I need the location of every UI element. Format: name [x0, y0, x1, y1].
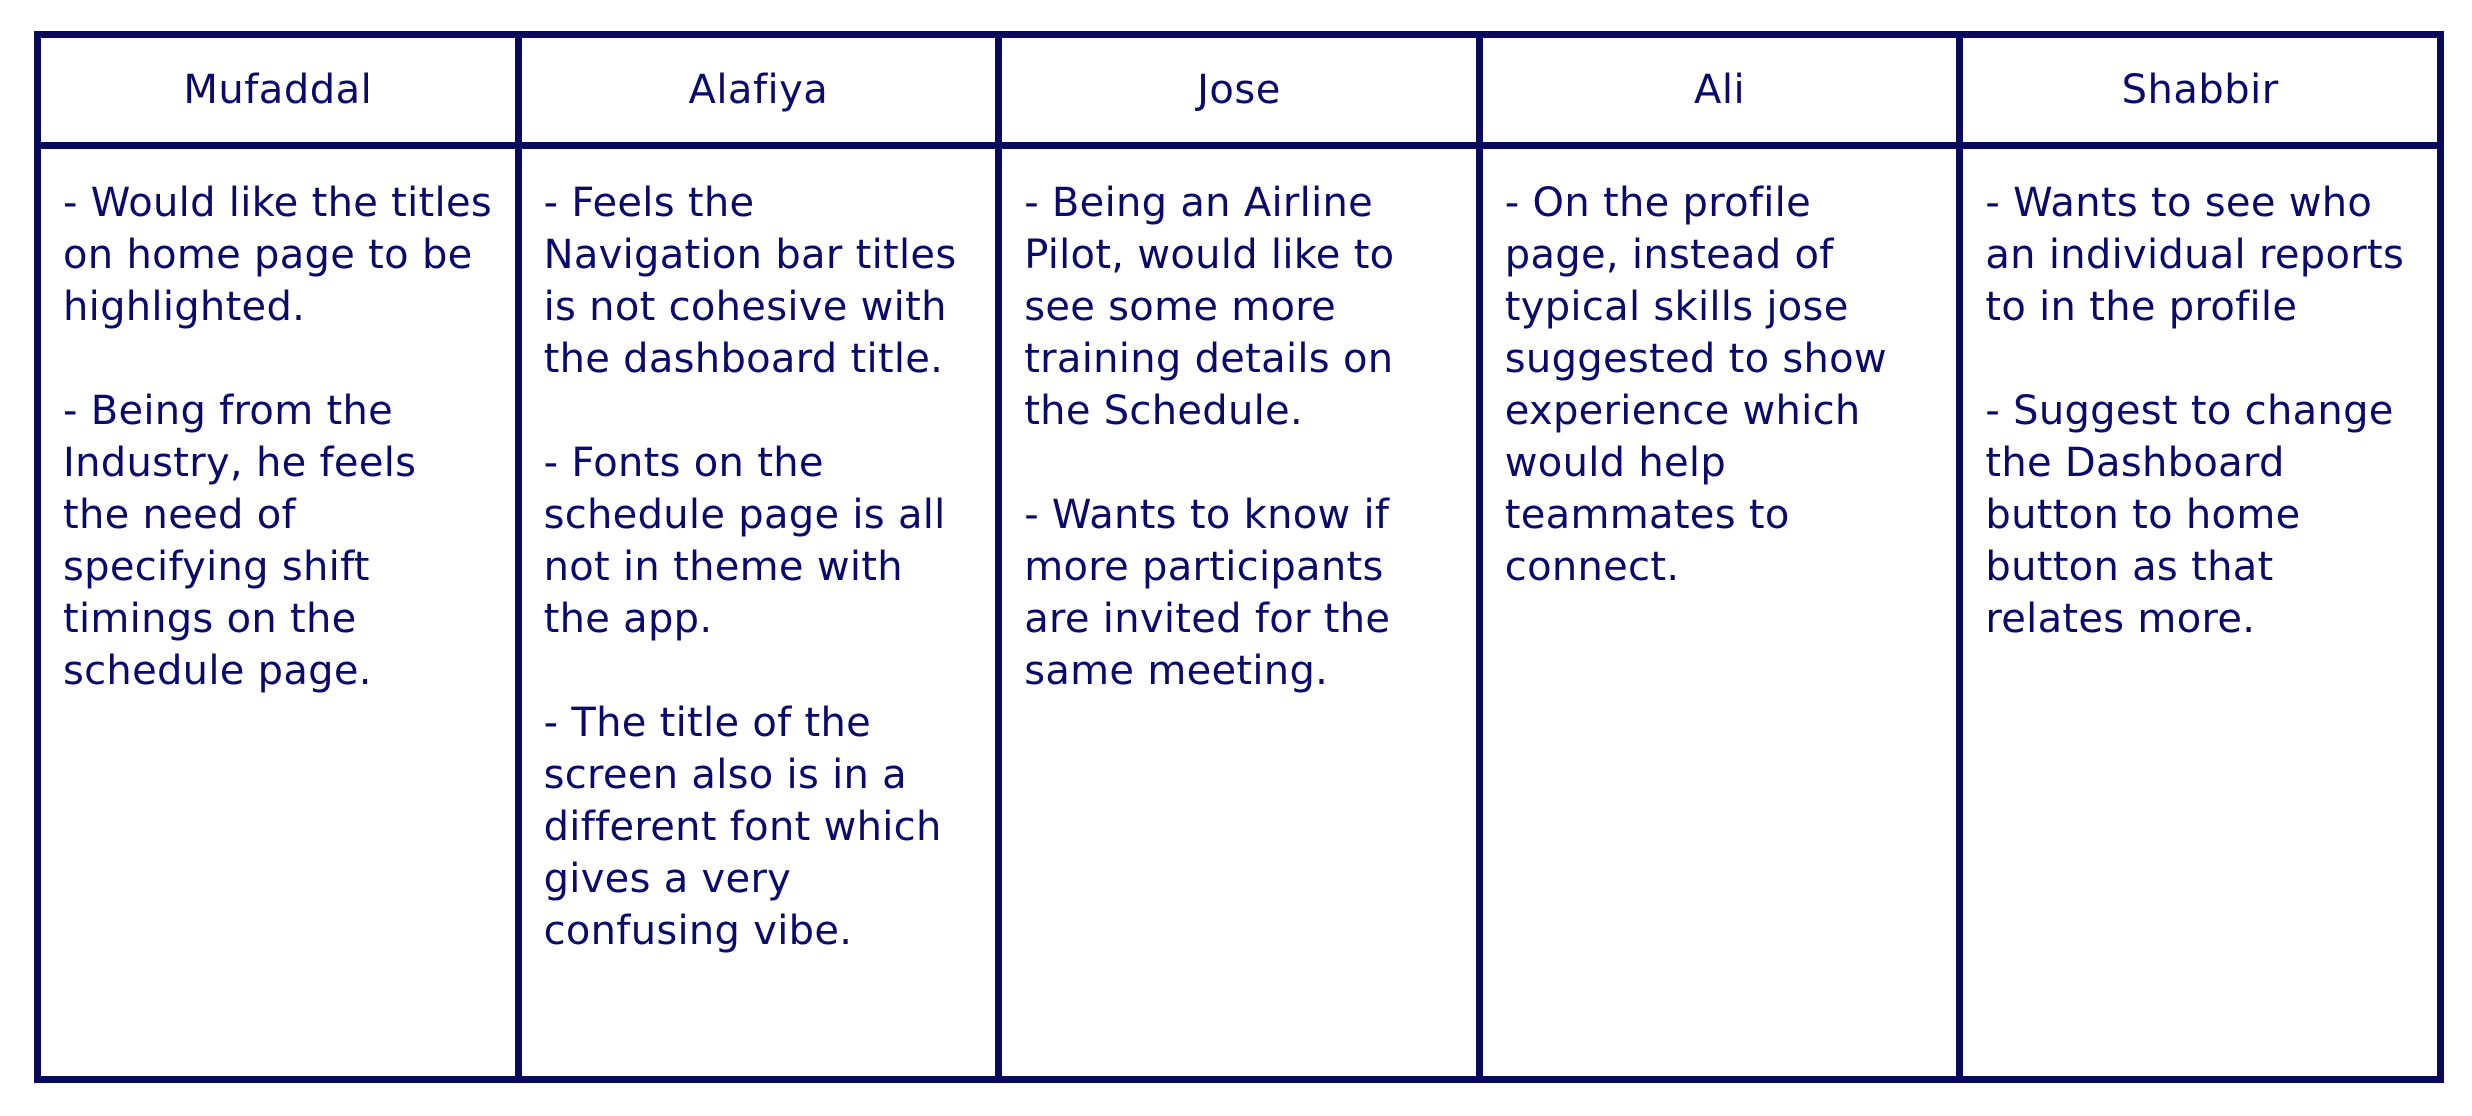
notes-cell-shabbir: - Wants to see who an individual reports… — [1956, 142, 2444, 1083]
header-row: Mufaddal Alafiya Jose Ali Shabbir — [34, 31, 2444, 149]
feedback-note: - Being from the Industry, he feels the … — [63, 388, 417, 694]
feedback-note: - Would like the titles on home page to … — [63, 180, 492, 330]
column-header-mufaddal: Mufaddal — [34, 31, 522, 149]
column-header-jose: Jose — [995, 31, 1483, 149]
notes-cell-alafiya: - Feels the Navigation bar titles is not… — [514, 142, 1003, 1083]
feedback-note: - The title of the screen also is in a d… — [543, 700, 942, 954]
column-header-alafiya: Alafiya — [514, 31, 1003, 149]
feedback-note: - Wants to know if more participants are… — [1024, 492, 1391, 694]
notes-cell-ali: - On the profile page, instead of typica… — [1475, 142, 1964, 1083]
feedback-note: - Being an Airline Pilot, would like to … — [1024, 180, 1395, 434]
notes-row: - Would like the titles on home page to … — [34, 142, 2444, 1083]
column-header-ali: Ali — [1475, 31, 1964, 149]
feedback-note: - Wants to see who an individual reports… — [1985, 180, 2405, 330]
feedback-note: - Suggest to change the Dashboard button… — [1985, 388, 2394, 642]
feedback-note: - Fonts on the schedule page is all not … — [543, 440, 946, 642]
feedback-note: - On the profile page, instead of typica… — [1504, 180, 1887, 590]
feedback-note: - Feels the Navigation bar titles is not… — [543, 180, 957, 382]
notes-cell-jose: - Being an Airline Pilot, would like to … — [995, 142, 1483, 1083]
notes-cell-mufaddal: - Would like the titles on home page to … — [34, 142, 522, 1083]
feedback-table: Mufaddal Alafiya Jose Ali Shabbir - Woul… — [34, 31, 2444, 1083]
column-header-shabbir: Shabbir — [1956, 31, 2444, 149]
